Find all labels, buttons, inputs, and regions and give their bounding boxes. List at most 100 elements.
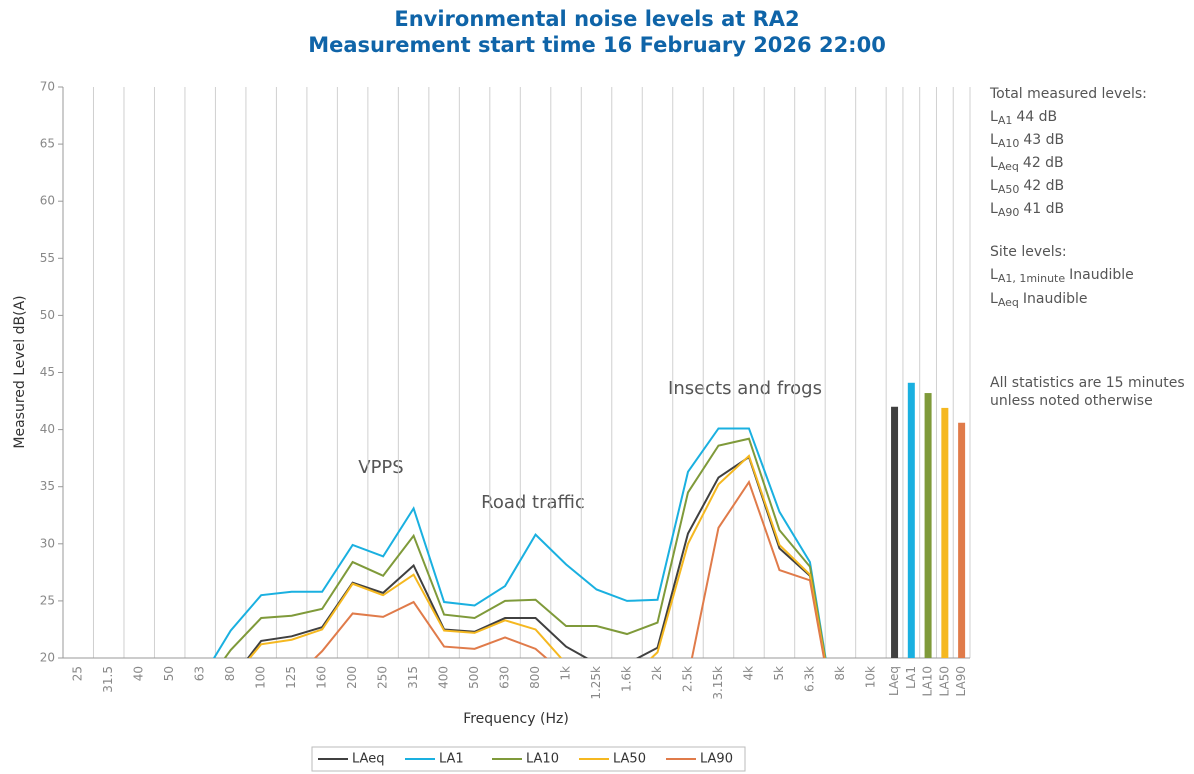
bar (891, 406, 899, 658)
y-tick-label: 30 (40, 536, 55, 550)
legend-label: LA90 (700, 752, 733, 767)
x-tick-label: 200 (345, 666, 359, 689)
x-tick-label: 63 (193, 666, 207, 681)
x-tick-label: 6.3k (802, 666, 816, 692)
bar (907, 382, 915, 658)
y-axis-label: Measured Level dB(A) (12, 295, 28, 448)
note-heading: Total measured levels: (989, 86, 1147, 102)
note-line: LA10 43 dB (990, 132, 1064, 150)
legend-label: LA50 (613, 752, 646, 767)
x-tick-label: LA1 (904, 666, 918, 689)
note-sub: A1, 1minute (998, 272, 1066, 285)
note-line: LAeq 42 dB (990, 155, 1064, 173)
note-text: 43 dB (1023, 132, 1064, 148)
line-series (212, 427, 827, 658)
note-footer: unless noted otherwise (990, 393, 1153, 409)
y-tick-label: 45 (40, 365, 55, 379)
note-sub: A1 (998, 114, 1013, 127)
y-tick-label: 25 (40, 593, 55, 607)
x-tick-label: 1k (559, 666, 573, 681)
note-sub: Aeq (998, 296, 1019, 309)
x-tick-label: 4k (741, 666, 755, 681)
note-letter: L (990, 201, 998, 217)
legend-label: LA10 (526, 752, 559, 767)
x-axis-label: Frequency (Hz) (463, 711, 569, 727)
bar (941, 407, 949, 658)
note-line: LA1 44 dB (990, 109, 1057, 127)
legend-label: LA1 (439, 752, 464, 767)
x-tick-label: LA90 (954, 666, 968, 696)
note-letter: L (990, 109, 998, 125)
y-tick-label: 60 (40, 194, 55, 208)
x-tick-label: 8k (833, 666, 847, 681)
x-tick-label: 500 (467, 666, 481, 689)
y-tick-label: 65 (40, 137, 55, 151)
note-sub: A50 (998, 183, 1020, 196)
line-series (223, 437, 827, 658)
line-series (246, 455, 826, 658)
x-tick-label: 160 (315, 666, 329, 689)
legend-box (311, 746, 746, 772)
bar (958, 422, 966, 658)
x-tick-label: 630 (498, 666, 512, 689)
x-tick-label: 2.5k (680, 666, 694, 692)
x-tick-label: LA10 (921, 666, 935, 696)
x-tick-label: 3.15k (711, 666, 725, 700)
note-letter: L (990, 132, 998, 148)
note-letter: L (990, 291, 998, 307)
x-tick-label: 10k (863, 666, 877, 688)
note-text: 42 dB (1023, 155, 1064, 171)
note-text: 44 dB (1016, 109, 1057, 125)
x-tick-label: 315 (406, 666, 420, 689)
note-line: LA50 42 dB (990, 178, 1064, 196)
bar (924, 393, 932, 658)
x-tick-label: 250 (376, 666, 390, 689)
x-tick-label: 2k (650, 666, 664, 681)
chart-title: Environmental noise levels at RA2 (394, 7, 799, 31)
note-letter: L (990, 267, 998, 283)
x-tick-label: 1.6k (620, 666, 634, 692)
chart-subtitle: Measurement start time 16 February 2026 … (308, 33, 886, 57)
note-line: LA90 41 dB (990, 201, 1064, 219)
note-text: 42 dB (1023, 178, 1064, 194)
note-heading: Site levels: (990, 244, 1067, 260)
legend-label: LAeq (352, 752, 384, 767)
line-series (313, 479, 825, 658)
x-tick-label: 40 (132, 666, 146, 681)
y-tick-label: 70 (40, 80, 55, 94)
lines (212, 427, 827, 658)
x-tick-label: 800 (528, 666, 542, 689)
x-tick-label: 400 (437, 666, 451, 689)
x-tick-label: 5k (772, 666, 786, 681)
note-line: LAeq Inaudible (990, 291, 1088, 309)
note-letter: L (990, 155, 998, 171)
note-sub: A90 (998, 206, 1020, 219)
annotation: Insects and frogs (668, 378, 822, 399)
x-tick-label: 1.25k (589, 666, 603, 700)
x-tick-label: 25 (71, 666, 85, 681)
note-letter: L (990, 178, 998, 194)
note-footer: All statistics are 15 minutes (990, 375, 1185, 391)
x-tick-label: 100 (254, 666, 268, 689)
y-tick-label: 35 (40, 479, 55, 493)
annotation: VPPS (358, 457, 403, 478)
y-tick-label: 55 (40, 251, 55, 265)
x-tick-label: 31.5 (101, 666, 115, 693)
y-tick-label: 20 (40, 651, 55, 665)
note-line: LA1, 1minute Inaudible (990, 267, 1134, 285)
x-tick-label: 125 (284, 666, 298, 689)
x-tick-label: 50 (162, 666, 176, 681)
x-tick-label: 80 (223, 666, 237, 681)
line-series (248, 454, 826, 658)
note-text: Inaudible (1023, 291, 1088, 307)
annotation: Road traffic (481, 492, 585, 513)
note-sub: Aeq (998, 160, 1019, 173)
y-tick-label: 40 (40, 422, 55, 436)
x-tick-label: LA50 (937, 666, 951, 696)
note-text: 41 dB (1023, 201, 1064, 217)
x-tick-label: LAeq (887, 666, 901, 696)
note-sub: A10 (998, 137, 1020, 150)
note-text: Inaudible (1069, 267, 1134, 283)
y-tick-label: 50 (40, 308, 55, 322)
